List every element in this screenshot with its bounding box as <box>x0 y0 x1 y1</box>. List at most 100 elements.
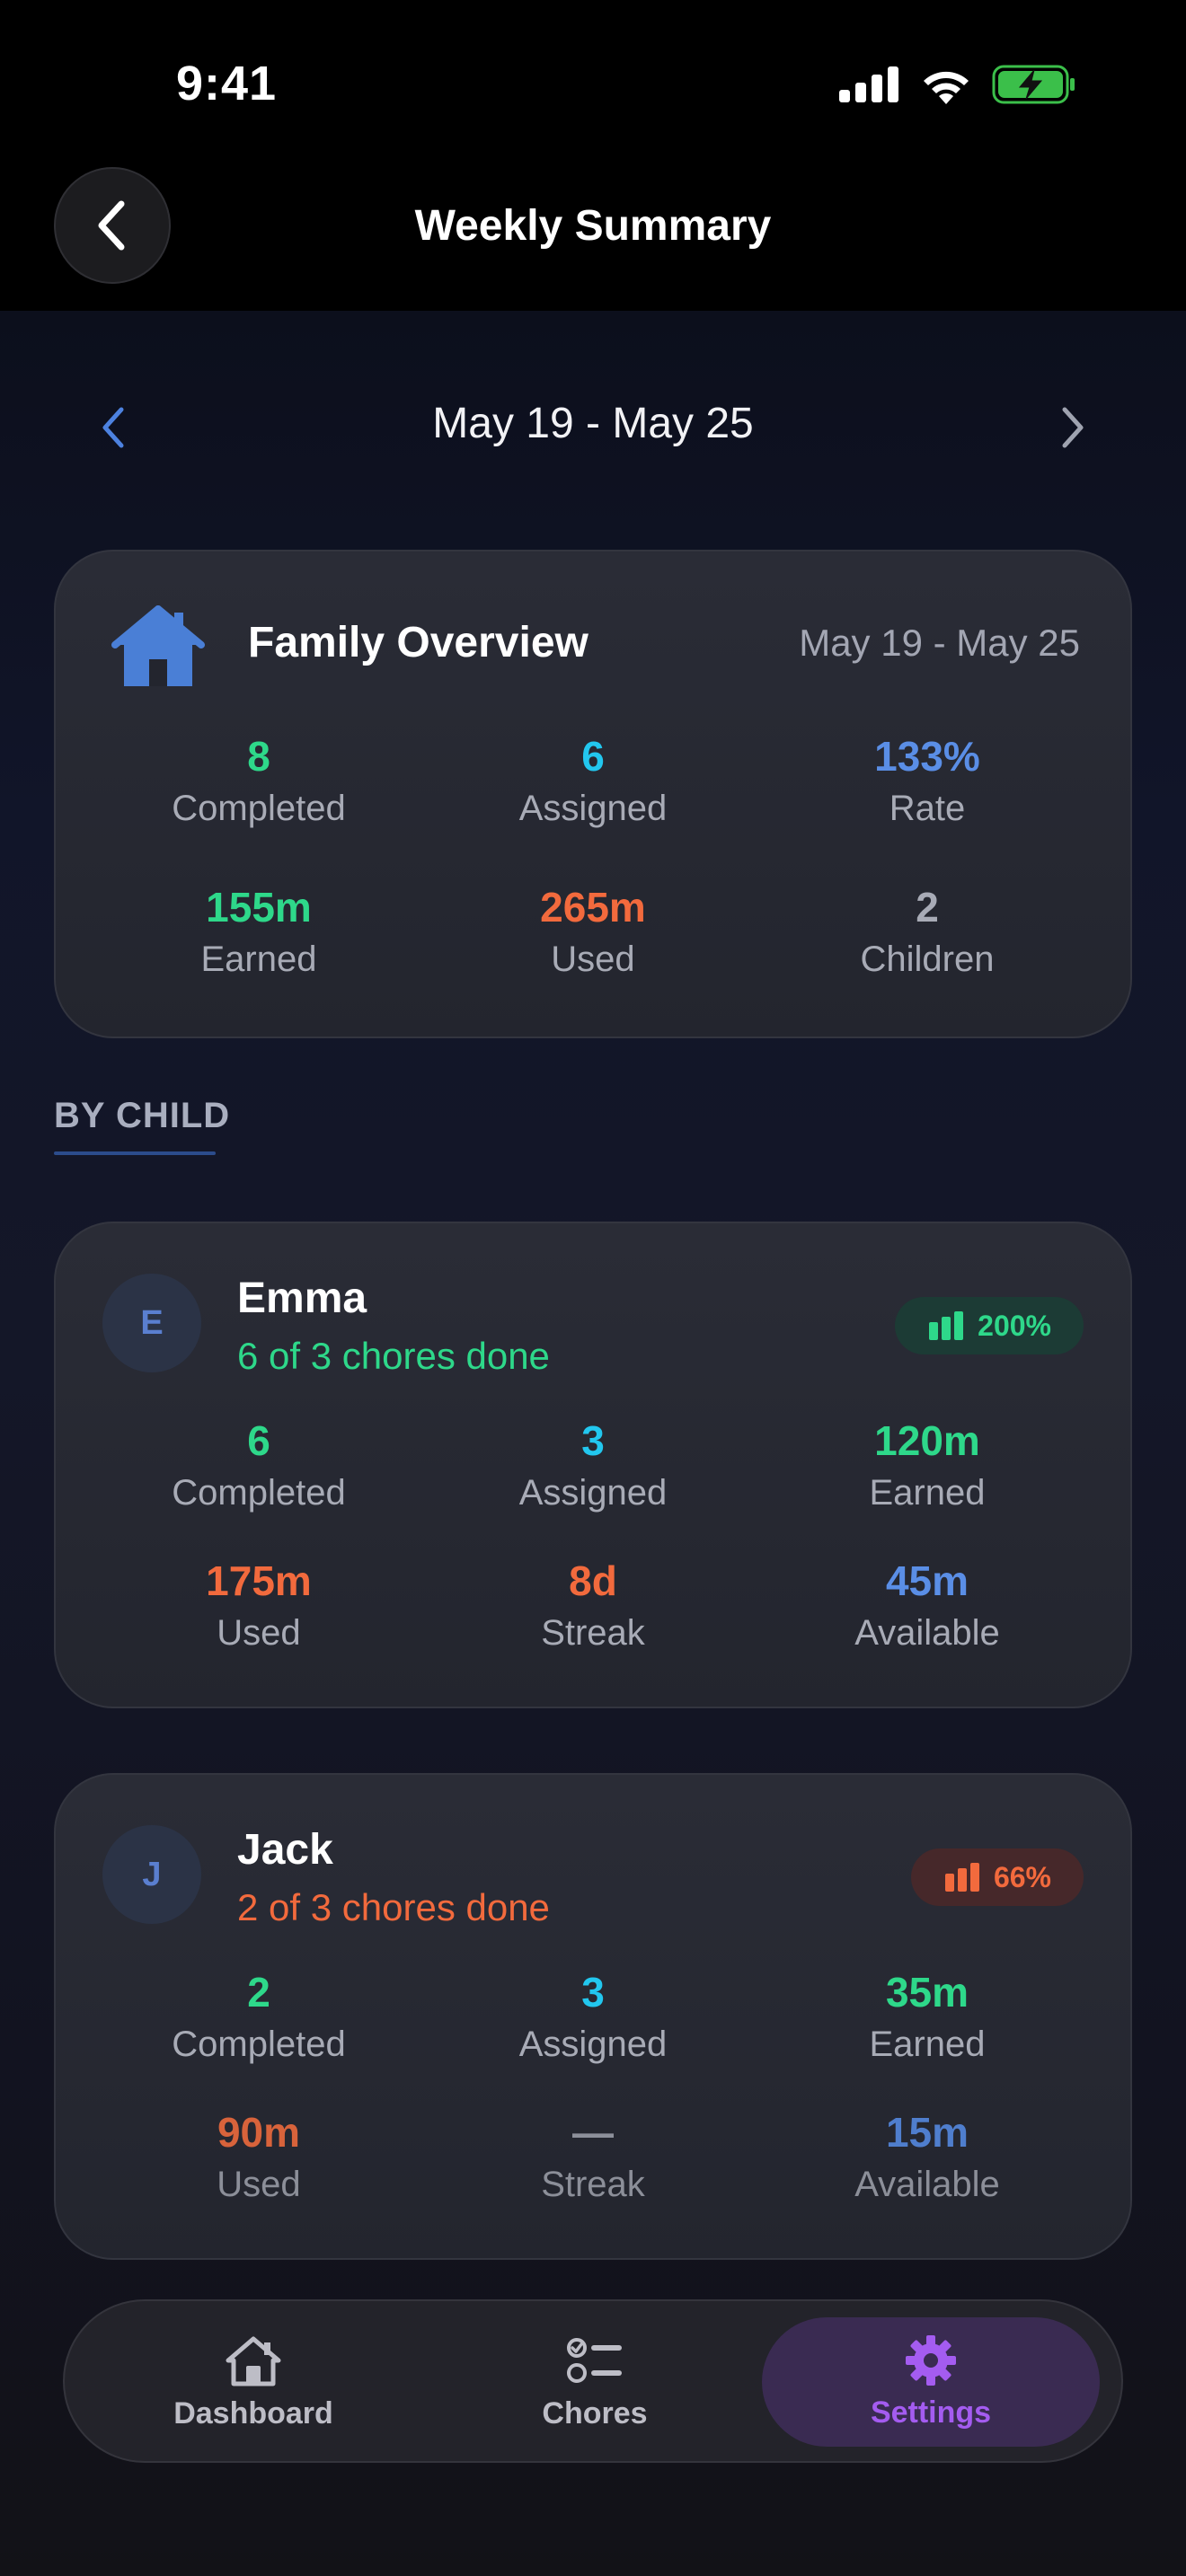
stat-used: 175m Used <box>79 1556 438 1660</box>
stat-value: 6 <box>247 1417 270 1464</box>
previous-week-button[interactable] <box>86 401 140 454</box>
completion-badge: 200% <box>895 1297 1084 1354</box>
home-icon <box>111 604 210 693</box>
child-name: Emma <box>237 1275 367 1322</box>
overview-date-range: May 19 - May 25 <box>799 622 1080 664</box>
stat-used: 90m Used <box>79 2107 438 2211</box>
stat-completed: 8 Completed <box>79 731 438 835</box>
completion-percent: 66% <box>993 1860 1051 1893</box>
stat-value: 133% <box>874 733 980 780</box>
stat-value: 2 <box>916 884 939 931</box>
child-chore-summary: 6 of 3 chores done <box>237 1335 550 1377</box>
stat-value: — <box>572 2109 614 2156</box>
stat-value: 265m <box>540 884 646 931</box>
battery-charging-icon <box>992 65 1075 104</box>
avatar: E <box>102 1274 201 1372</box>
stat-streak: 8d Streak <box>413 1556 773 1660</box>
stat-value: 3 <box>581 1417 605 1464</box>
status-icons <box>839 65 1076 104</box>
stat-assigned: 6 Assigned <box>413 731 773 835</box>
chevron-left-icon <box>98 200 125 251</box>
chevron-right-icon <box>1062 407 1084 448</box>
stat-label: Assigned <box>518 789 668 828</box>
stat-value: 8d <box>569 1557 617 1604</box>
stat-earned: 35m Earned <box>748 1967 1107 2071</box>
stat-label: Streak <box>541 2165 645 2204</box>
completion-percent: 200% <box>978 1309 1051 1342</box>
completion-badge: 66% <box>910 1848 1084 1906</box>
tab-chores[interactable]: Chores <box>442 2301 748 2465</box>
wifi-icon <box>924 71 969 104</box>
stat-earned: 120m Earned <box>748 1416 1107 1520</box>
stat-available: 45m Available <box>748 1556 1107 1660</box>
stat-value: 6 <box>581 733 605 780</box>
child-name: Jack <box>237 1826 333 1874</box>
stat-label: Earned <box>869 2025 986 2064</box>
stat-used: 265m Used <box>413 882 773 986</box>
stat-value: 2 <box>247 1969 270 2016</box>
stat-label: Assigned <box>518 1473 668 1513</box>
stat-assigned: 3 Assigned <box>413 1416 773 1520</box>
stat-value: 35m <box>885 1969 969 2016</box>
stat-value: 155m <box>206 884 312 931</box>
overview-title: Family Overview <box>248 619 589 666</box>
status-bar: 9:41 <box>0 0 1186 171</box>
week-selector: May 19 - May 25 <box>0 386 1186 467</box>
stat-earned: 155m Earned <box>79 882 438 986</box>
tab-label: Chores <box>542 2395 648 2430</box>
stat-value: 3 <box>581 1969 605 2016</box>
stat-completed: 2 Completed <box>79 1967 438 2071</box>
stat-value: 175m <box>206 1557 312 1604</box>
stat-label: Completed <box>172 1473 346 1513</box>
tab-label: Settings <box>870 2395 992 2430</box>
stat-label: Streak <box>541 1613 645 1653</box>
child-card-emma[interactable]: E Emma 6 of 3 chores done 200% 6 Complet… <box>54 1222 1132 1708</box>
stat-label: Available <box>854 1613 1000 1653</box>
stat-available: 15m Available <box>748 2107 1107 2211</box>
next-week-button[interactable] <box>1046 401 1100 454</box>
checklist-icon <box>567 2337 622 2383</box>
stat-value: 120m <box>874 1417 980 1464</box>
tab-settings[interactable]: Settings <box>762 2317 1100 2447</box>
home-icon <box>226 2336 281 2386</box>
stat-label: Earned <box>200 940 317 979</box>
stat-label: Assigned <box>518 2025 668 2064</box>
stat-label: Available <box>854 2165 1000 2204</box>
status-time: 9:41 <box>176 57 278 110</box>
stat-value: 15m <box>885 2109 969 2156</box>
stat-value: 45m <box>885 1557 969 1604</box>
stat-label: Completed <box>172 2025 346 2064</box>
child-card-jack[interactable]: J Jack 2 of 3 chores done 66% 2 Complete… <box>54 1773 1132 2260</box>
child-chore-summary: 2 of 3 chores done <box>237 1886 550 1928</box>
cellular-icon <box>839 66 898 102</box>
bar-chart-icon <box>944 1863 979 1892</box>
chevron-left-icon <box>102 407 124 448</box>
tab-label: Dashboard <box>173 2395 333 2430</box>
stat-children: 2 Children <box>748 882 1107 986</box>
stat-label: Rate <box>889 789 966 828</box>
week-range-label: May 19 - May 25 <box>432 400 754 447</box>
stat-label: Children <box>860 940 995 979</box>
stat-label: Used <box>217 2165 301 2204</box>
stat-completed: 6 Completed <box>79 1416 438 1520</box>
stat-label: Used <box>551 940 635 979</box>
avatar: J <box>102 1825 201 1924</box>
bar-chart-icon <box>929 1311 964 1340</box>
section-underline <box>54 1151 216 1155</box>
stat-value: 8 <box>247 733 270 780</box>
stat-streak: — Streak <box>413 2107 773 2211</box>
stat-label: Completed <box>172 789 346 828</box>
stat-rate: 133% Rate <box>748 731 1107 835</box>
stat-assigned: 3 Assigned <box>413 1967 773 2071</box>
tab-bar: Dashboard Chores <box>63 2299 1123 2463</box>
section-title-by-child: BY CHILD <box>54 1096 231 1135</box>
stat-label: Earned <box>869 1473 986 1513</box>
stat-label: Used <box>217 1613 301 1653</box>
gear-icon <box>906 2334 956 2386</box>
family-overview-card: Family Overview May 19 - May 25 8 Comple… <box>54 550 1132 1038</box>
header: Weekly Summary <box>0 167 1186 311</box>
back-button[interactable] <box>54 167 171 284</box>
page-title: Weekly Summary <box>414 202 772 250</box>
tab-dashboard[interactable]: Dashboard <box>101 2301 406 2465</box>
